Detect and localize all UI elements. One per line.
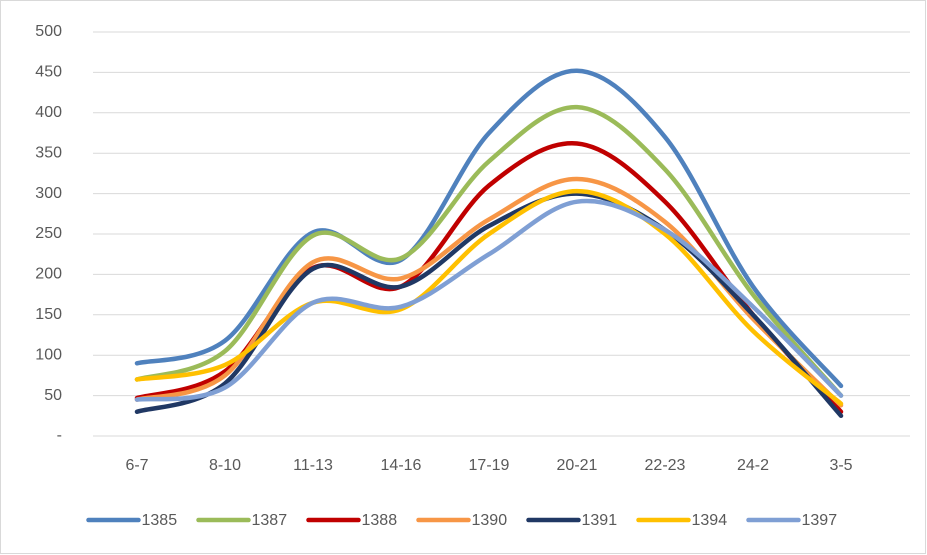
y-tick-label: 100 xyxy=(35,346,62,363)
x-tick-label: 14-16 xyxy=(381,457,422,474)
x-tick-label: 24-2 xyxy=(737,457,769,474)
legend-label: 1397 xyxy=(802,512,838,529)
y-tick-label: 500 xyxy=(35,23,62,40)
y-tick-label: 300 xyxy=(35,185,62,202)
x-tick-label: 3-5 xyxy=(829,457,852,474)
x-tick-label: 6-7 xyxy=(125,457,148,474)
x-tick-label: 11-13 xyxy=(293,457,333,474)
legend-label: 1387 xyxy=(252,512,288,529)
y-tick-label: - xyxy=(57,427,62,444)
legend-label: 1385 xyxy=(142,512,178,529)
x-tick-label: 17-19 xyxy=(469,457,510,474)
series-line xyxy=(134,198,844,402)
y-tick-label: 150 xyxy=(35,306,62,323)
series-line xyxy=(134,104,844,398)
legend-label: 1391 xyxy=(582,512,618,529)
series-line xyxy=(134,188,844,406)
y-tick-label: 350 xyxy=(35,144,62,161)
y-tick-label: 450 xyxy=(35,64,62,81)
y-tick-label: 50 xyxy=(44,387,62,404)
legend-label: 1394 xyxy=(692,512,728,529)
y-tick-label: 250 xyxy=(35,225,62,242)
x-tick-label: 8-10 xyxy=(209,457,241,474)
x-tick-label: 22-23 xyxy=(645,457,686,474)
y-tick-label: 200 xyxy=(35,266,62,283)
y-tick-label: 400 xyxy=(35,104,62,121)
series-line xyxy=(134,68,844,389)
legend-label: 1388 xyxy=(362,512,398,529)
legend-label: 1390 xyxy=(472,512,508,529)
x-tick-label: 20-21 xyxy=(557,457,598,474)
